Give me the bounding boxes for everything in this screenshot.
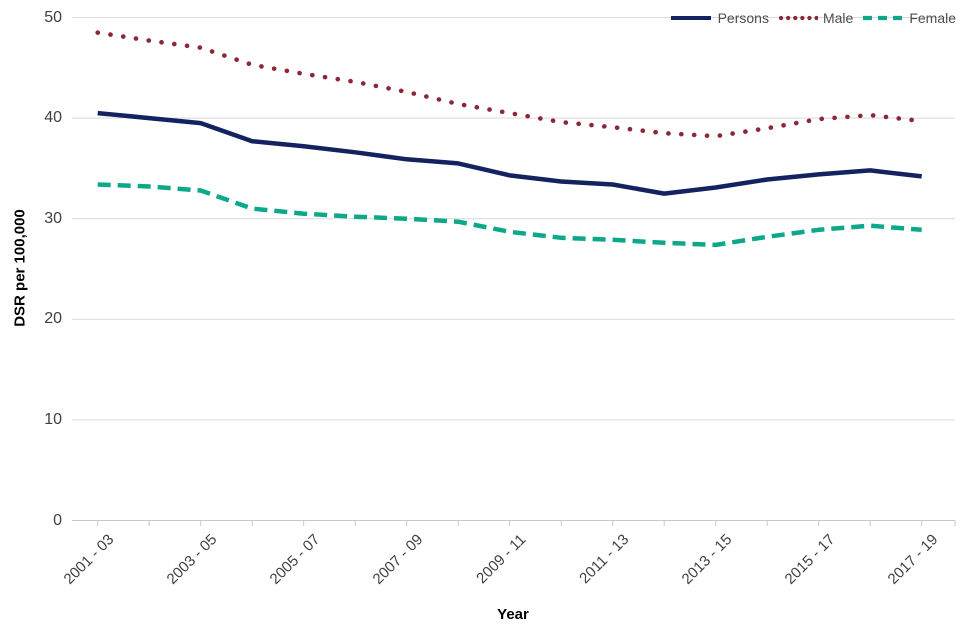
x-axis-title: Year [497, 606, 529, 623]
male-dotted-line-icon [778, 15, 818, 21]
legend-item-female: Female [862, 10, 956, 26]
y-axis-tick-label: 30 [44, 209, 62, 227]
y-axis-tick-label: 20 [44, 310, 62, 328]
legend-label-male: Male [822, 10, 854, 26]
y-axis-tick-label: 0 [53, 511, 62, 529]
legend-item-persons: Persons [669, 10, 769, 26]
legend-label-female: Female [909, 10, 956, 26]
legend-item-male: Male [778, 10, 853, 26]
series-line-female [97, 182, 922, 248]
y-axis-tick-label: 50 [44, 8, 62, 26]
legend: Persons Male Female [669, 10, 956, 26]
legend-label-persons: Persons [717, 10, 769, 26]
series-line-male [95, 30, 925, 139]
series-line-persons [97, 110, 922, 196]
persons-solid-line-icon [670, 16, 711, 20]
y-axis-tick-label: 40 [44, 109, 62, 127]
female-dashed-line-icon [863, 15, 905, 21]
y-axis-tick-label: 10 [44, 410, 62, 428]
